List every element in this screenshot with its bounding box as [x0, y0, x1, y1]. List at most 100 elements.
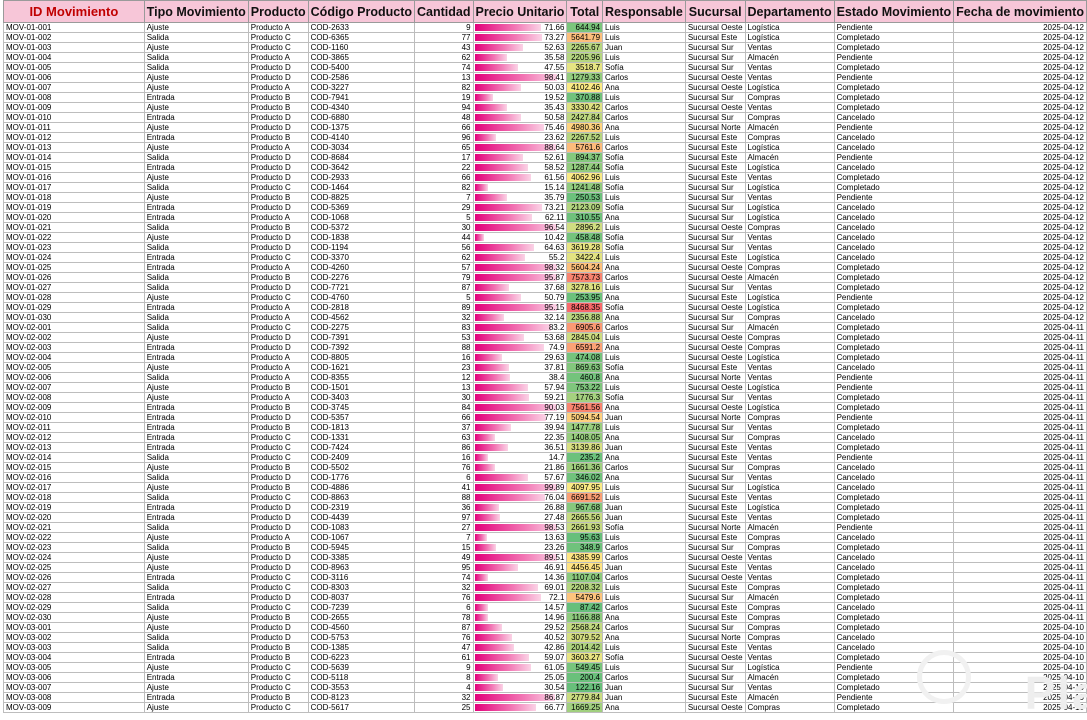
cell-sucursal[interactable]: Sucursal Sur: [684, 682, 746, 693]
cell-id[interactable]: MOV-02-013: [3, 442, 145, 453]
cell-tipo[interactable]: Ajuste: [143, 382, 249, 393]
cell-estado[interactable]: Completado: [833, 302, 955, 313]
cell-precio[interactable]: 50.03: [472, 82, 568, 93]
cell-sucursal[interactable]: Sucursal Este: [684, 452, 746, 463]
cell-fecha[interactable]: 2025-04-12: [953, 272, 1087, 283]
cell-cantidad[interactable]: 66: [414, 122, 474, 133]
cell-producto[interactable]: Producto D: [247, 162, 309, 173]
cell-estado[interactable]: Pendiente: [833, 122, 955, 133]
cell-tipo[interactable]: Ajuste: [143, 42, 249, 53]
cell-estado[interactable]: Cancelado: [833, 222, 955, 233]
cell-cantidad[interactable]: 74: [414, 572, 474, 583]
cell-tipo[interactable]: Entrada: [143, 302, 249, 313]
cell-departamento[interactable]: Compras: [744, 622, 835, 633]
cell-producto[interactable]: Producto D: [247, 622, 309, 633]
cell-producto[interactable]: Producto B: [247, 542, 309, 553]
cell-cantidad[interactable]: 56: [414, 242, 474, 253]
cell-departamento[interactable]: Ventas: [744, 372, 835, 383]
cell-producto[interactable]: Producto B: [247, 222, 309, 233]
cell-total[interactable]: 4385.99: [566, 552, 604, 563]
header-estado-movimiento[interactable]: Estado Movimiento: [833, 0, 955, 23]
cell-cantidad[interactable]: 65: [414, 142, 474, 153]
cell-precio[interactable]: 95.15: [472, 302, 568, 313]
cell-tipo[interactable]: Entrada: [143, 252, 249, 263]
cell-departamento[interactable]: Ventas: [744, 652, 835, 663]
cell-responsable[interactable]: Luis: [602, 282, 686, 293]
cell-sucursal[interactable]: Sucursal Oeste: [684, 262, 746, 273]
cell-precio[interactable]: 73.21: [472, 202, 568, 213]
cell-cantidad[interactable]: 94: [414, 102, 474, 113]
cell-cantidad[interactable]: 87: [414, 622, 474, 633]
cell-codigo[interactable]: COD-4140: [307, 132, 416, 143]
cell-producto[interactable]: Producto B: [247, 402, 309, 413]
cell-codigo[interactable]: COD-2818: [307, 302, 416, 313]
cell-estado[interactable]: Completado: [833, 572, 955, 583]
cell-producto[interactable]: Producto D: [247, 472, 309, 483]
cell-cantidad[interactable]: 4: [414, 682, 474, 693]
cell-codigo[interactable]: COD-1385: [307, 642, 416, 653]
cell-tipo[interactable]: Entrada: [143, 512, 249, 523]
cell-precio[interactable]: 88.64: [472, 142, 568, 153]
cell-tipo[interactable]: Ajuste: [143, 552, 249, 563]
cell-codigo[interactable]: COD-5502: [307, 462, 416, 473]
cell-id[interactable]: MOV-03-003: [3, 642, 145, 653]
cell-id[interactable]: MOV-01-019: [3, 202, 145, 213]
cell-sucursal[interactable]: Sucursal Este: [684, 602, 746, 613]
cell-producto[interactable]: Producto C: [247, 662, 309, 673]
cell-codigo[interactable]: COD-4560: [307, 622, 416, 633]
cell-precio[interactable]: 35.79: [472, 192, 568, 203]
cell-tipo[interactable]: Ajuste: [143, 232, 249, 243]
cell-total[interactable]: 6591.2: [566, 342, 604, 353]
cell-cantidad[interactable]: 9: [414, 22, 474, 33]
cell-codigo[interactable]: COD-8303: [307, 582, 416, 593]
cell-producto[interactable]: Producto A: [247, 262, 309, 273]
cell-estado[interactable]: Pendiente: [833, 452, 955, 463]
cell-precio[interactable]: 61.56: [472, 172, 568, 183]
cell-codigo[interactable]: COD-1160: [307, 42, 416, 53]
cell-sucursal[interactable]: Sucursal Sur: [684, 52, 746, 63]
cell-cantidad[interactable]: 76: [414, 592, 474, 603]
cell-sucursal[interactable]: Sucursal Este: [684, 292, 746, 303]
cell-departamento[interactable]: Compras: [744, 582, 835, 593]
cell-codigo[interactable]: COD-8963: [307, 562, 416, 573]
cell-id[interactable]: MOV-01-026: [3, 272, 145, 283]
cell-codigo[interactable]: COD-6223: [307, 652, 416, 663]
cell-precio[interactable]: 61.05: [472, 662, 568, 673]
cell-departamento[interactable]: Almacén: [744, 522, 835, 533]
cell-fecha[interactable]: 2025-04-11: [953, 582, 1087, 593]
cell-cantidad[interactable]: 61: [414, 652, 474, 663]
cell-codigo[interactable]: COD-8863: [307, 492, 416, 503]
cell-fecha[interactable]: 2025-04-12: [953, 92, 1087, 103]
cell-tipo[interactable]: Entrada: [143, 262, 249, 273]
cell-tipo[interactable]: Salida: [143, 312, 249, 323]
cell-id[interactable]: MOV-02-020: [3, 512, 145, 523]
cell-total[interactable]: 87.42: [566, 602, 604, 613]
cell-codigo[interactable]: COD-8825: [307, 192, 416, 203]
cell-codigo[interactable]: COD-7424: [307, 442, 416, 453]
cell-precio[interactable]: 14.7: [472, 452, 568, 463]
cell-departamento[interactable]: Ventas: [744, 242, 835, 253]
cell-sucursal[interactable]: Sucursal Sur: [684, 42, 746, 53]
cell-departamento[interactable]: Compras: [744, 312, 835, 323]
cell-cantidad[interactable]: 19: [414, 92, 474, 103]
cell-total[interactable]: 2427.84: [566, 112, 604, 123]
cell-responsable[interactable]: Luis: [602, 592, 686, 603]
cell-cantidad[interactable]: 13: [414, 72, 474, 83]
cell-sucursal[interactable]: Sucursal Oeste: [684, 22, 746, 33]
cell-cantidad[interactable]: 23: [414, 362, 474, 373]
cell-departamento[interactable]: Compras: [744, 602, 835, 613]
cell-departamento[interactable]: Logística: [744, 292, 835, 303]
cell-responsable[interactable]: Sofía: [602, 652, 686, 663]
cell-estado[interactable]: Completado: [833, 442, 955, 453]
cell-estado[interactable]: Completado: [833, 402, 955, 413]
cell-tipo[interactable]: Ajuste: [143, 192, 249, 203]
cell-total[interactable]: 348.9: [566, 542, 604, 553]
cell-precio[interactable]: 37.68: [472, 282, 568, 293]
cell-responsable[interactable]: Carlos: [602, 602, 686, 613]
cell-tipo[interactable]: Salida: [143, 322, 249, 333]
cell-sucursal[interactable]: Sucursal Norte: [684, 372, 746, 383]
cell-cantidad[interactable]: 13: [414, 382, 474, 393]
cell-id[interactable]: MOV-02-027: [3, 582, 145, 593]
cell-responsable[interactable]: Ana: [602, 82, 686, 93]
cell-sucursal[interactable]: Sucursal Sur: [684, 192, 746, 203]
